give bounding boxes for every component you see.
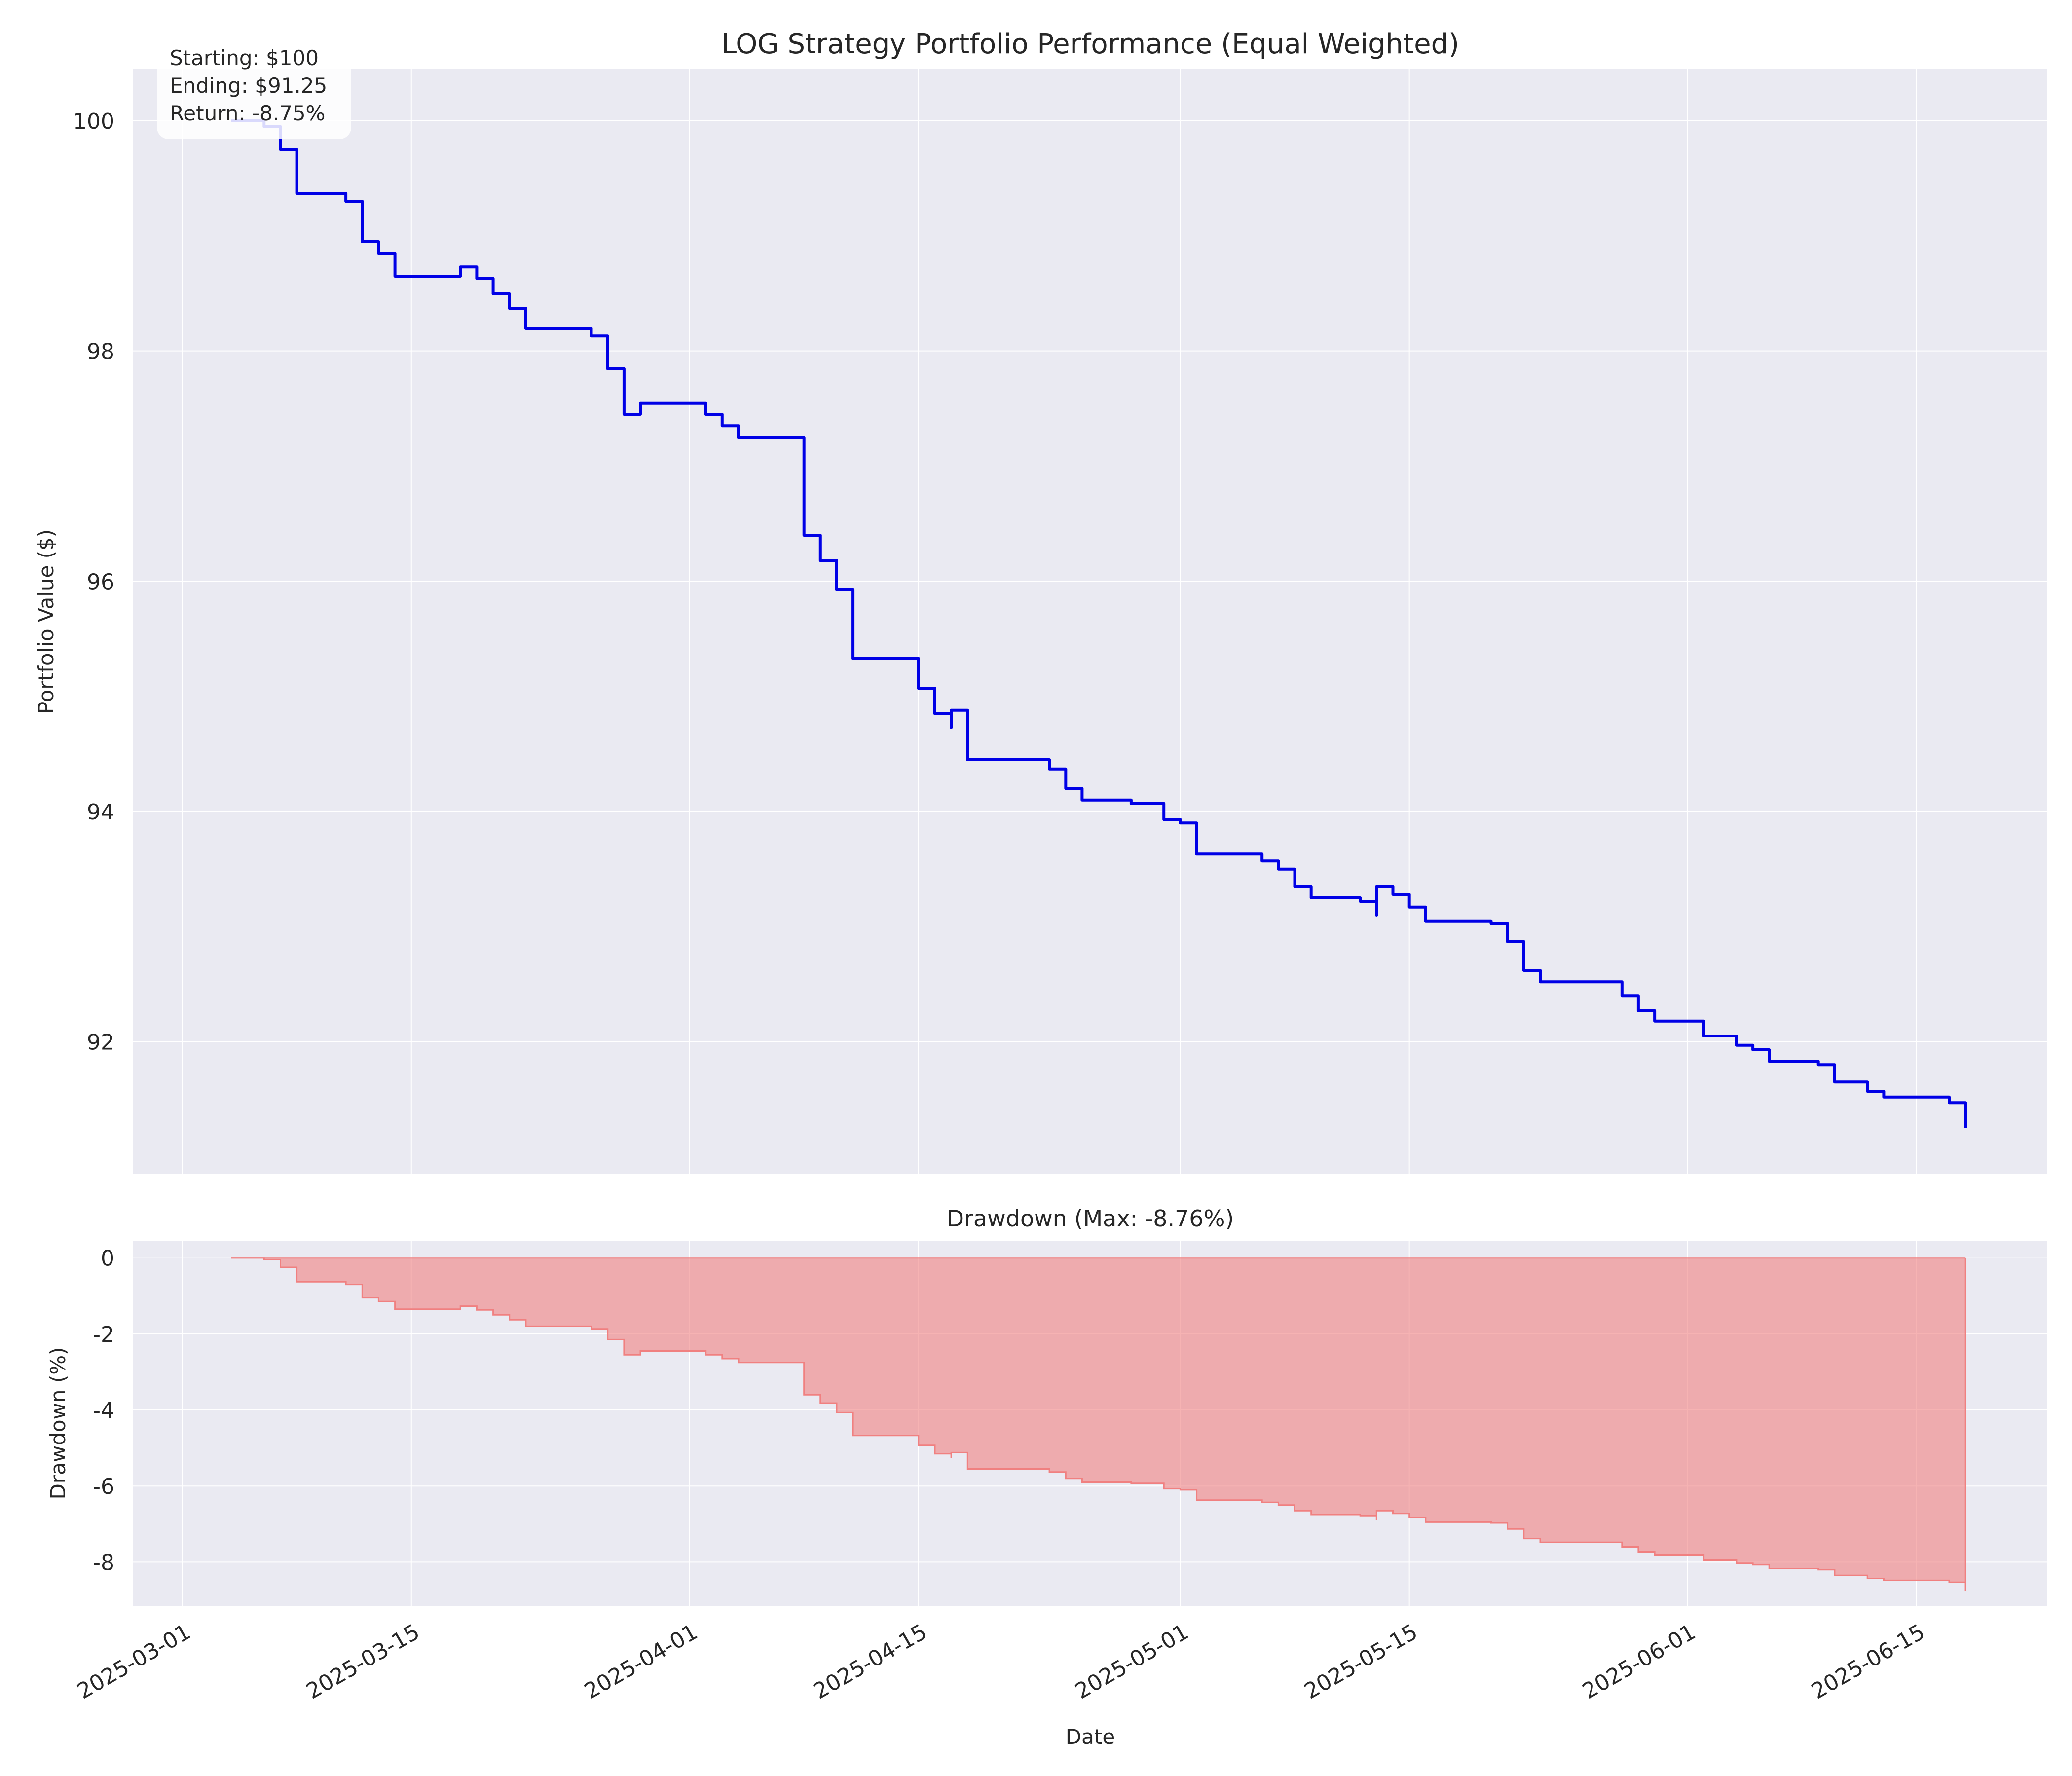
portfolio-y-ticks: 92 94 96 98 100 <box>73 109 114 1055</box>
drawdown-area-group <box>231 1257 1966 1591</box>
stats-starting: Starting: $100 <box>170 46 319 70</box>
drawdown-panel: -8 -6 -4 -2 0 2025-03-01 2025-03-15 2025-04-01… <box>46 1205 2047 1749</box>
stats-annotation-box <box>157 42 351 139</box>
portfolio-y-tick-label: 98 <box>87 339 114 365</box>
portfolio-grid <box>133 69 2047 1174</box>
drawdown-line <box>231 1257 1966 1591</box>
stats-ending: Ending: $91.25 <box>170 74 327 98</box>
x-tick-label: 2025-06-01 <box>1578 1619 1700 1704</box>
drawdown-y-tick-label: -8 <box>93 1550 114 1575</box>
portfolio-y-tick-label: 100 <box>73 109 114 134</box>
drawdown-x-ticks: 2025-03-01 2025-03-15 2025-04-01 2025-04-15… <box>73 1619 1929 1704</box>
portfolio-y-tick-label: 96 <box>87 569 114 594</box>
stats-return: Return: -8.75% <box>170 101 325 125</box>
drawdown-y-tick-label: 0 <box>101 1246 114 1271</box>
drawdown-y-tick-label: -6 <box>93 1474 114 1499</box>
portfolio-line-group <box>231 119 1967 1128</box>
portfolio-chart-title: LOG Strategy Portfolio Performance (Equa… <box>721 28 1459 60</box>
x-tick-label: 2025-05-01 <box>1071 1619 1193 1704</box>
x-tick-label: 2025-04-01 <box>580 1619 702 1704</box>
x-tick-label: 2025-06-15 <box>1807 1619 1929 1704</box>
portfolio-y-axis-label: Portfolio Value ($) <box>34 529 58 714</box>
drawdown-y-axis-label: Drawdown (%) <box>46 1347 70 1499</box>
drawdown-area <box>231 1258 1966 1591</box>
drawdown-y-ticks: -8 -6 -4 -2 0 <box>93 1246 114 1576</box>
stats-annotation: Starting: $100 Ending: $91.25 Return: -8… <box>157 42 351 139</box>
portfolio-y-tick-label: 94 <box>87 800 114 825</box>
portfolio-y-tick-label: 92 <box>87 1030 114 1055</box>
drawdown-chart-title: Drawdown (Max: -8.76%) <box>947 1205 1234 1232</box>
portfolio-plot-area <box>133 69 2047 1174</box>
portfolio-panel: 92 94 96 98 100 LOG Strategy Portfolio Perfo… <box>34 28 2047 1174</box>
x-tick-label: 2025-05-15 <box>1300 1619 1422 1704</box>
drawdown-x-axis-label: Date <box>1066 1725 1115 1749</box>
x-tick-label: 2025-03-15 <box>302 1619 424 1704</box>
x-tick-label: 2025-04-15 <box>809 1619 931 1704</box>
portfolio-value-line <box>231 119 1967 1128</box>
x-tick-label: 2025-03-01 <box>73 1619 195 1704</box>
drawdown-y-tick-label: -4 <box>93 1398 114 1423</box>
drawdown-y-tick-label: -2 <box>93 1322 114 1347</box>
